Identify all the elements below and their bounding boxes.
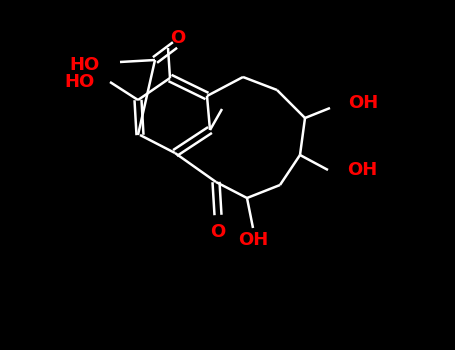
Text: HO: HO: [65, 73, 95, 91]
Text: O: O: [170, 29, 186, 47]
Text: OH: OH: [238, 231, 268, 249]
Text: OH: OH: [347, 161, 377, 179]
Text: OH: OH: [348, 94, 378, 112]
Text: HO: HO: [70, 56, 100, 74]
Text: O: O: [210, 223, 226, 241]
